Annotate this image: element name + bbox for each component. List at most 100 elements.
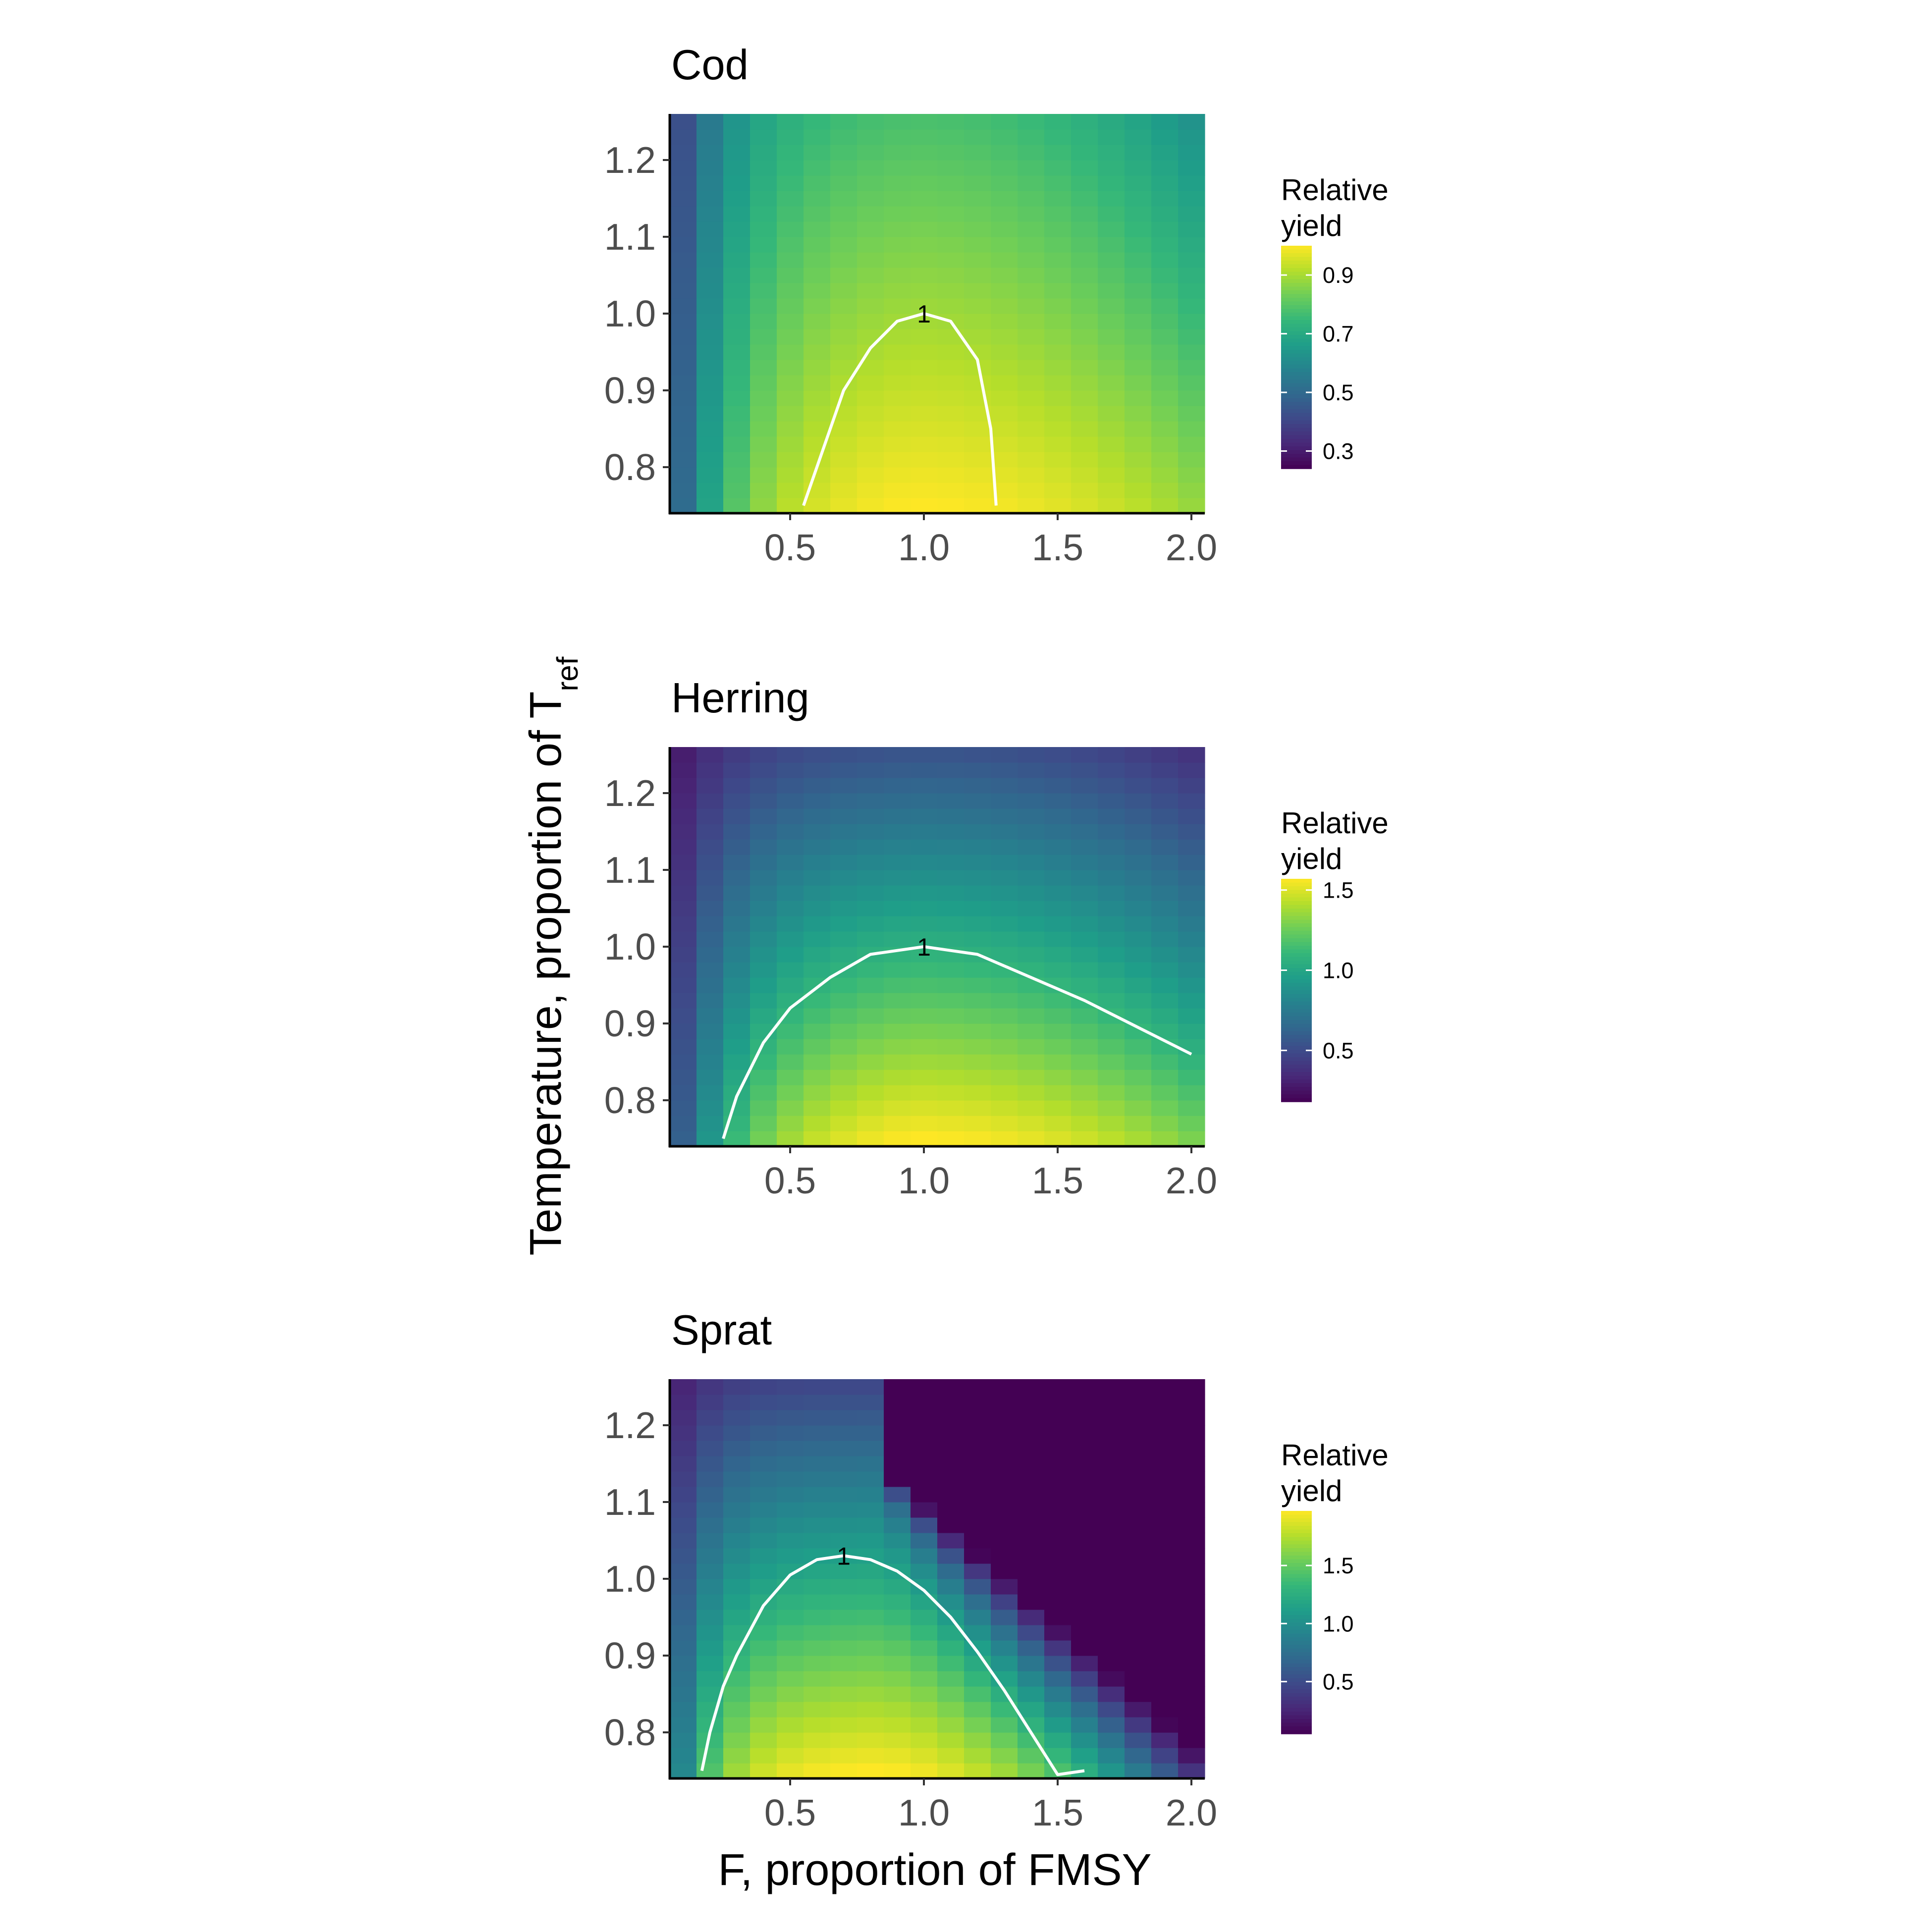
heatmap-tile	[777, 962, 804, 978]
heatmap-tile	[1151, 1085, 1179, 1101]
heatmap-tile	[1071, 1610, 1098, 1625]
heatmap-tile	[1044, 1533, 1072, 1549]
heatmap-tile	[937, 931, 965, 947]
heatmap-tile	[857, 483, 884, 498]
heatmap-tile	[1151, 1131, 1179, 1147]
heatmap-tile	[697, 129, 724, 145]
heatmap-tile	[857, 114, 884, 130]
heatmap-tile	[1178, 870, 1205, 886]
heatmap-tile	[1178, 1441, 1205, 1456]
heatmap-tile	[884, 145, 911, 161]
heatmap-tile	[830, 268, 858, 283]
heatmap-tile	[1151, 175, 1179, 191]
heatmap-tile	[670, 436, 697, 452]
heatmap-tile	[1018, 947, 1045, 963]
heatmap-tile	[697, 1748, 724, 1764]
heatmap-tile	[723, 1471, 751, 1487]
heatmap-tile	[697, 252, 724, 268]
heatmap-tile	[830, 421, 858, 437]
heatmap-tile	[670, 206, 697, 222]
legend-colorbar-segment	[1281, 420, 1312, 425]
heatmap-tile	[670, 808, 697, 824]
legend-colorbar-segment	[1281, 1585, 1312, 1590]
heatmap-tile	[1071, 160, 1098, 176]
legend-colorbar-segment	[1281, 986, 1312, 991]
heatmap-tile	[1044, 375, 1072, 391]
heatmap-tile	[1044, 390, 1072, 406]
legend-tick-label: 1.0	[1323, 958, 1354, 983]
heatmap-tile	[884, 375, 911, 391]
heatmap-tile	[1178, 1579, 1205, 1595]
heatmap-tile	[857, 824, 884, 840]
heatmap-tile	[723, 1039, 751, 1055]
heatmap-tile	[1151, 436, 1179, 452]
heatmap-tile	[830, 1686, 858, 1702]
legend-colorbar-segment	[1281, 1050, 1312, 1054]
heatmap-tile	[1071, 824, 1098, 840]
heatmap-tile	[1151, 885, 1179, 901]
heatmap-tile	[804, 747, 831, 763]
legend-colorbar-segment	[1281, 1529, 1312, 1534]
heatmap-tile	[1178, 1563, 1205, 1579]
heatmap-tile	[670, 1131, 697, 1147]
heatmap-tile	[723, 839, 751, 855]
heatmap-tile	[911, 1748, 938, 1764]
heatmap-tile	[1071, 1533, 1098, 1549]
heatmap-tile	[750, 977, 777, 993]
heatmap-tile	[1044, 467, 1072, 483]
heatmap-tile	[1071, 1131, 1098, 1147]
heatmap-tile	[1151, 314, 1179, 329]
heatmap-tile	[830, 1563, 858, 1579]
heatmap-tile	[1125, 268, 1152, 283]
heatmap-tile	[723, 268, 751, 283]
heatmap-tile	[1151, 1671, 1179, 1687]
heatmap-tile	[830, 191, 858, 207]
heatmap-tile	[964, 1456, 991, 1472]
heatmap-tile	[1071, 483, 1098, 498]
heatmap-tile	[1018, 870, 1045, 886]
heatmap-tile	[1018, 1548, 1045, 1564]
heatmap-tile	[804, 298, 831, 314]
heatmap-tile	[670, 145, 697, 161]
legend-colorbar-segment	[1281, 882, 1312, 887]
heatmap-tile	[750, 824, 777, 840]
legend-tick-label: 0.7	[1323, 322, 1354, 347]
heatmap-tile	[723, 1441, 751, 1456]
legend-colorbar-segment	[1281, 365, 1312, 369]
heatmap-tile	[857, 1023, 884, 1039]
legend-colorbar-segment	[1281, 1057, 1312, 1062]
heatmap-tile	[777, 947, 804, 963]
heatmap-tile	[1071, 1039, 1098, 1055]
heatmap-tile	[1151, 252, 1179, 268]
heatmap-tile	[911, 1116, 938, 1131]
heatmap-tile	[697, 1533, 724, 1549]
heatmap-tile	[723, 947, 751, 963]
heatmap-tile	[1151, 360, 1179, 376]
heatmap-tile	[884, 1763, 911, 1779]
heatmap-tile	[991, 1610, 1018, 1625]
heatmap-tile	[804, 1116, 831, 1131]
legend-colorbar-segment	[1281, 316, 1312, 321]
legend-colorbar-segment	[1281, 1678, 1312, 1682]
x-tick-label: 2.0	[1166, 1792, 1217, 1833]
legend-colorbar-segment	[1281, 971, 1312, 976]
heatmap-tile	[697, 901, 724, 916]
heatmap-tile	[857, 1579, 884, 1595]
heatmap-tile	[750, 1441, 777, 1456]
heatmap-tile	[884, 1379, 911, 1395]
heatmap-tile	[1018, 824, 1045, 840]
legend-colorbar-segment	[1281, 1697, 1312, 1701]
heatmap-tile	[670, 406, 697, 422]
legend-colorbar-segment	[1281, 1020, 1312, 1024]
heatmap-tile	[777, 762, 804, 778]
heatmap-tile	[1071, 1023, 1098, 1039]
heatmap-tile	[857, 221, 884, 237]
heatmap-tile	[1044, 160, 1072, 176]
heatmap-tile	[857, 962, 884, 978]
heatmap-tile	[1125, 1395, 1152, 1410]
heatmap-tile	[884, 1671, 911, 1687]
legend-colorbar-segment	[1281, 368, 1312, 373]
heatmap-tile	[964, 1686, 991, 1702]
heatmap-tile	[1098, 931, 1125, 947]
